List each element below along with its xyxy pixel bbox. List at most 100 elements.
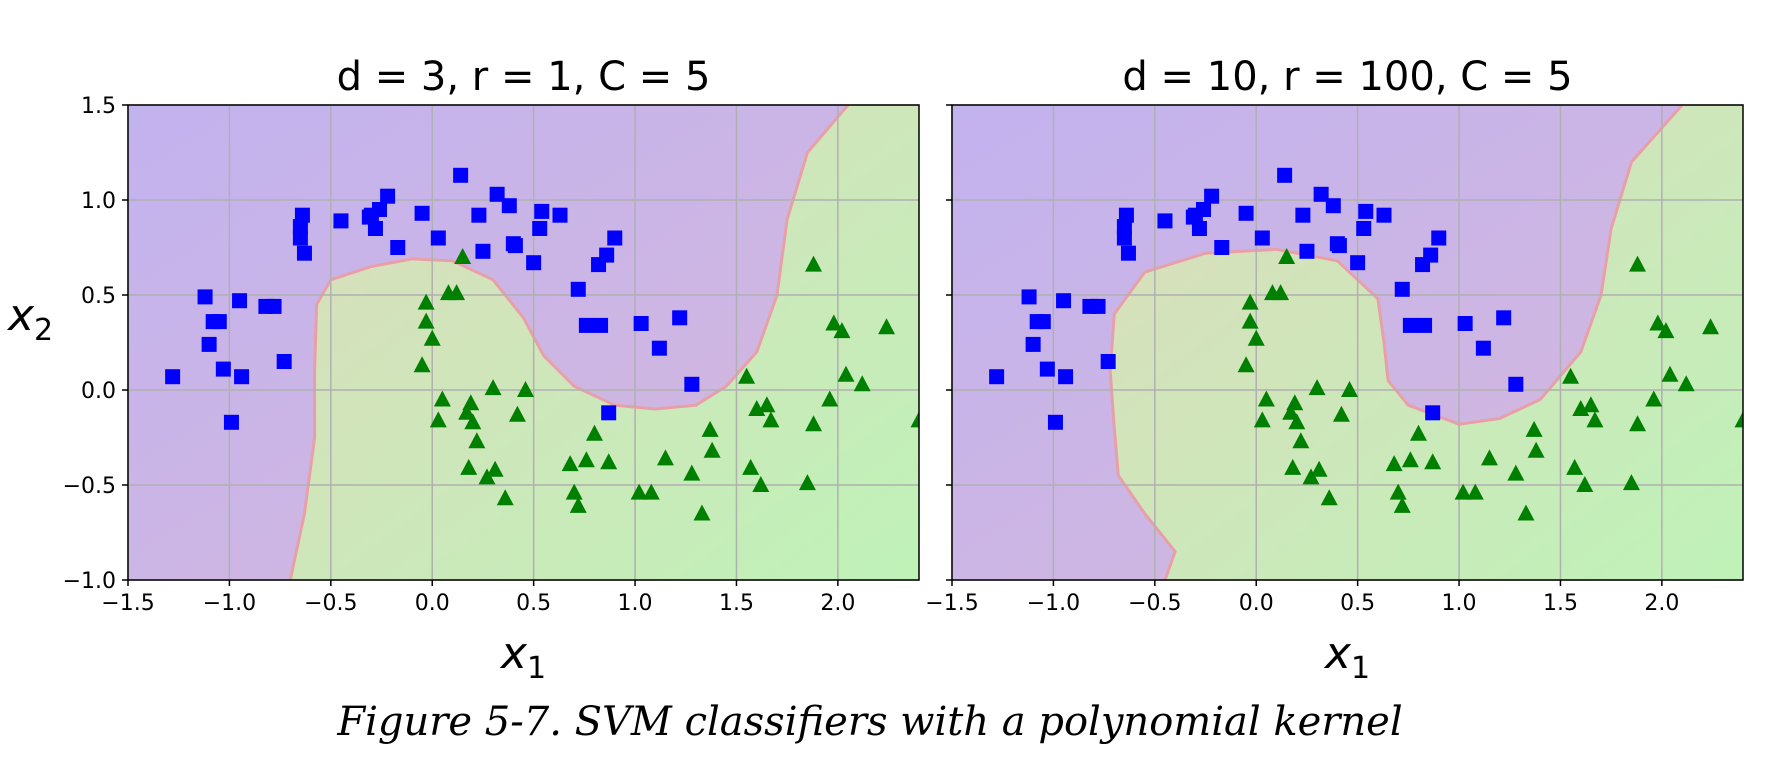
point-triangle [433,390,451,407]
x-tick-label: 0.0 [415,591,450,616]
x-tick-label: 1.0 [618,591,653,616]
point-square [1238,205,1254,221]
point-triangle [1393,496,1411,513]
point-square [1295,207,1311,223]
point-square [1191,221,1207,236]
figure-caption: Figure 5-7. SVM classifiers with a polyn… [336,699,1402,745]
point-triangle [798,474,816,491]
point-triangle [1241,312,1259,329]
point-triangle [1284,458,1302,475]
point-square [1056,293,1072,309]
point-square [266,298,282,314]
point-triangle [1247,329,1265,346]
point-triangle [417,312,435,329]
point-triangle [1454,483,1472,500]
point-square [672,310,688,326]
x-tick-label: 2.0 [820,591,855,616]
x-tick-label: 0.0 [1239,591,1274,616]
point-triangle [1629,255,1647,272]
x-tick-label: 1.0 [1442,591,1477,616]
point-square [1376,207,1392,223]
point-triangle [1677,375,1695,392]
point-square [234,369,250,385]
point-triangle [878,318,896,335]
point-square [1394,281,1410,297]
point-square [1475,340,1491,356]
point-square [1457,316,1473,331]
point-square [1025,336,1041,352]
point-triangle [448,284,466,301]
y-tick-label: 1.5 [81,94,116,119]
point-square [201,336,217,352]
point-triangle [423,329,441,346]
point-square [205,314,221,330]
point-square [1204,188,1220,204]
point-square [1021,289,1037,305]
point-square [1120,245,1136,261]
point-triangle [1582,396,1600,413]
point-triangle [565,483,583,500]
point-triangle [683,464,701,481]
point-square [294,207,310,223]
point-triangle [758,396,776,413]
point-triangle [1517,504,1535,521]
point-square [593,317,609,333]
point-triangle [825,314,843,331]
point-square [453,167,469,183]
point-square [475,243,491,259]
point-triangle [1253,411,1271,428]
point-square [296,245,312,261]
point-square [1313,186,1329,202]
point-triangle [1332,405,1350,422]
point-triangle [693,504,711,521]
point-square [501,198,517,214]
point-square [532,221,548,236]
x-axis-label: x1 [499,628,546,686]
point-triangle [1480,449,1498,466]
x-tick-label: −0.5 [1128,591,1181,616]
point-triangle [1424,453,1442,470]
point-square [651,340,667,356]
point-triangle [642,483,660,500]
point-square [1116,230,1132,246]
x-tick-label: −0.5 [304,591,357,616]
point-square [1431,230,1447,246]
point-triangle [569,496,587,513]
point-square [578,317,594,333]
point-square [1358,203,1374,219]
point-square [1090,298,1106,314]
point-square [1118,207,1134,223]
point-square [292,230,308,246]
region-class-1 [1110,105,1743,580]
point-square [215,361,231,377]
point-square [1496,310,1512,326]
point-triangle [1649,314,1667,331]
point-square [684,376,700,392]
x-axis-label: x1 [1323,628,1370,686]
y-axis-label: x2 [6,290,53,348]
point-triangle [1661,365,1679,382]
point-triangle [1282,403,1300,420]
point-triangle [460,458,478,475]
point-square [197,289,213,305]
point-square [471,207,487,223]
point-triangle [1272,284,1290,301]
point-square [989,369,1005,385]
point-triangle [417,293,435,310]
axes-frame [951,104,1744,581]
point-triangle [600,453,618,470]
point-square [367,221,383,236]
point-triangle [1385,455,1403,472]
point-square [1214,240,1230,255]
point-square [489,186,505,202]
point-triangle [1576,476,1594,492]
x-tick-label: 1.5 [719,591,754,616]
point-triangle [910,411,919,428]
point-triangle [517,381,535,397]
point-square [534,203,550,219]
point-triangle [454,248,472,264]
point-square [430,230,446,246]
point-square [1417,317,1433,333]
point-square [599,247,615,263]
